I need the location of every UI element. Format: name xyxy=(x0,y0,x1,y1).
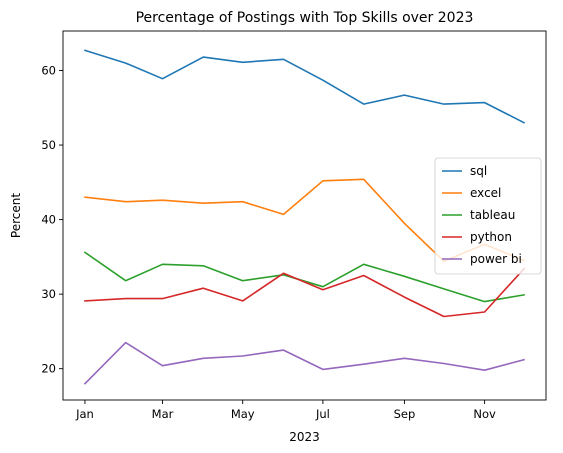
x-axis-label: 2023 xyxy=(289,430,320,444)
y-axis-ticks: 20 30 40 50 60 xyxy=(41,64,63,376)
legend-label: sql xyxy=(470,164,487,178)
series-line-python xyxy=(84,267,526,318)
chart-title: Percentage of Postings with Top Skills o… xyxy=(136,10,474,26)
x-tick-label: Mar xyxy=(152,407,174,421)
y-tick-label: 60 xyxy=(41,64,56,78)
legend-label: python xyxy=(470,230,512,244)
legend-label: tableau xyxy=(470,208,515,222)
y-tick-label: 30 xyxy=(41,287,56,301)
series-line-sql xyxy=(83,49,526,124)
y-tick-label: 40 xyxy=(41,213,56,227)
legend: sql excel tableau python power bi xyxy=(434,157,542,275)
x-tick-label: Nov xyxy=(473,407,496,421)
x-tick-label: Jan xyxy=(75,407,94,421)
series-layer xyxy=(83,49,526,385)
legend-label: power bi xyxy=(470,252,522,266)
y-axis-label: Percent xyxy=(9,193,23,238)
y-tick-label: 20 xyxy=(41,362,56,376)
x-tick-label: Jul xyxy=(315,407,330,421)
legend-label: excel xyxy=(470,186,501,200)
series-line-power-bi xyxy=(83,341,525,385)
plot-frame xyxy=(62,30,547,401)
x-tick-label: Sep xyxy=(394,407,416,421)
x-axis-ticks: Jan Mar May Jul Sep Nov xyxy=(75,400,496,421)
x-tick-label: May xyxy=(231,407,255,421)
legend-box xyxy=(434,157,542,275)
y-tick-label: 50 xyxy=(41,138,56,152)
